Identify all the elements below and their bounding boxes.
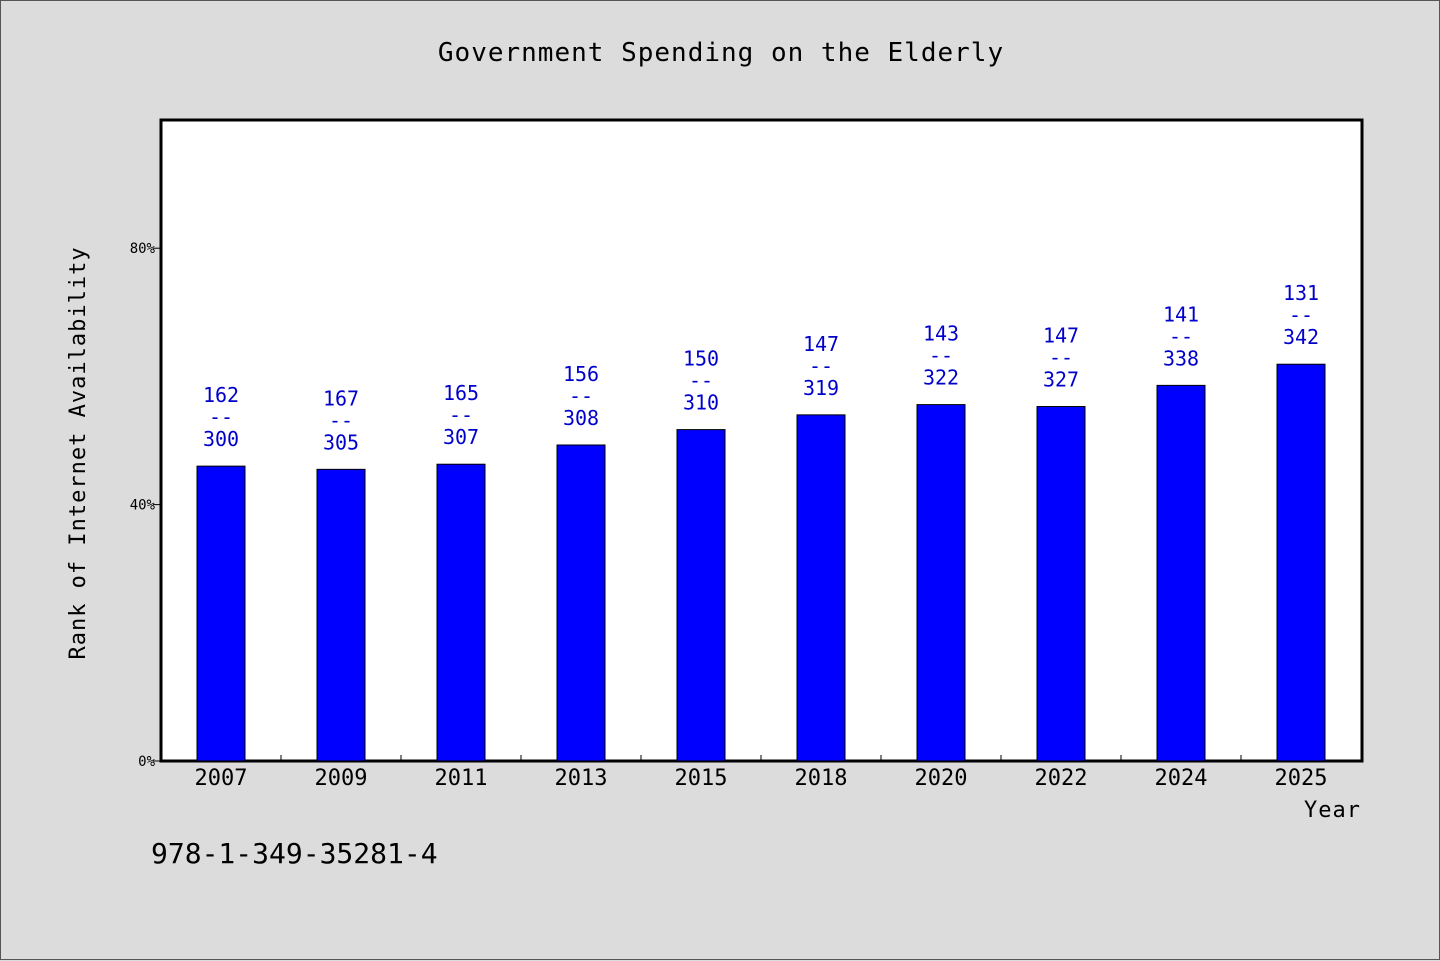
data-label: 147	[1043, 324, 1079, 348]
y-axis: 0% 40% 80%	[130, 241, 161, 770]
data-label: 141	[1163, 302, 1199, 326]
data-label: --	[569, 384, 593, 408]
data-label: --	[329, 408, 353, 432]
y-tick-label: 40%	[130, 498, 156, 514]
data-label: --	[689, 369, 713, 393]
data-label: 319	[803, 376, 839, 400]
bar	[436, 463, 486, 762]
data-label: 167	[323, 386, 359, 410]
x-tick-label: 2025	[1275, 766, 1328, 791]
data-label: 308	[563, 406, 599, 430]
bar	[916, 404, 966, 762]
data-label: --	[929, 344, 953, 368]
data-label: 327	[1043, 368, 1079, 392]
data-label: --	[1169, 324, 1193, 348]
data-label: 143	[923, 322, 959, 346]
x-tick-label: 2020	[915, 766, 968, 791]
data-label: 310	[683, 391, 719, 415]
x-tick-label: 2024	[1155, 766, 1208, 791]
bar	[196, 465, 246, 762]
bar	[1276, 363, 1326, 762]
data-label: 322	[923, 366, 959, 390]
data-label: 338	[1163, 346, 1199, 370]
x-tick-label: 2018	[795, 766, 848, 791]
data-label: 305	[323, 430, 359, 454]
bar	[676, 429, 726, 762]
x-tick-label: 2015	[675, 766, 728, 791]
x-axis: 2007 2009 2011 2013 2015 2018 2020 2022 2024 2025	[195, 755, 1328, 791]
data-label: --	[1049, 346, 1073, 370]
footer-isbn: 978-1-349-35281-4	[151, 837, 438, 870]
y-tick-label: 80%	[130, 241, 156, 257]
x-tick-label: 2009	[315, 766, 368, 791]
x-tick-label: 2011	[435, 766, 488, 791]
data-label: --	[1289, 303, 1313, 327]
data-label: --	[809, 354, 833, 378]
bar	[316, 468, 366, 762]
data-label: 165	[443, 381, 479, 405]
data-label: --	[449, 403, 473, 427]
x-tick-label: 2007	[195, 766, 248, 791]
bar	[556, 444, 606, 762]
chart-title: Government Spending on the Elderly	[438, 38, 1004, 68]
data-label: 342	[1283, 325, 1319, 349]
bar	[1036, 406, 1086, 762]
x-tick-label: 2022	[1035, 766, 1088, 791]
y-tick-label: 0%	[138, 754, 155, 770]
data-label: 147	[803, 332, 839, 356]
data-label: 307	[443, 425, 479, 449]
data-label: 150	[683, 347, 719, 371]
data-label: --	[209, 405, 233, 429]
data-label: 162	[203, 383, 239, 407]
data-label: 156	[563, 362, 599, 386]
data-label: 131	[1283, 281, 1319, 305]
bars	[196, 363, 1326, 762]
x-tick-label: 2013	[555, 766, 608, 791]
bar	[796, 414, 846, 762]
data-labels: 162--300167--305165--307156--308150--310…	[203, 281, 1319, 454]
x-axis-title: Year	[1304, 798, 1361, 823]
y-axis-title: Rank of Internet Availability	[66, 246, 91, 659]
bar	[1156, 384, 1206, 762]
data-label: 300	[203, 427, 239, 451]
